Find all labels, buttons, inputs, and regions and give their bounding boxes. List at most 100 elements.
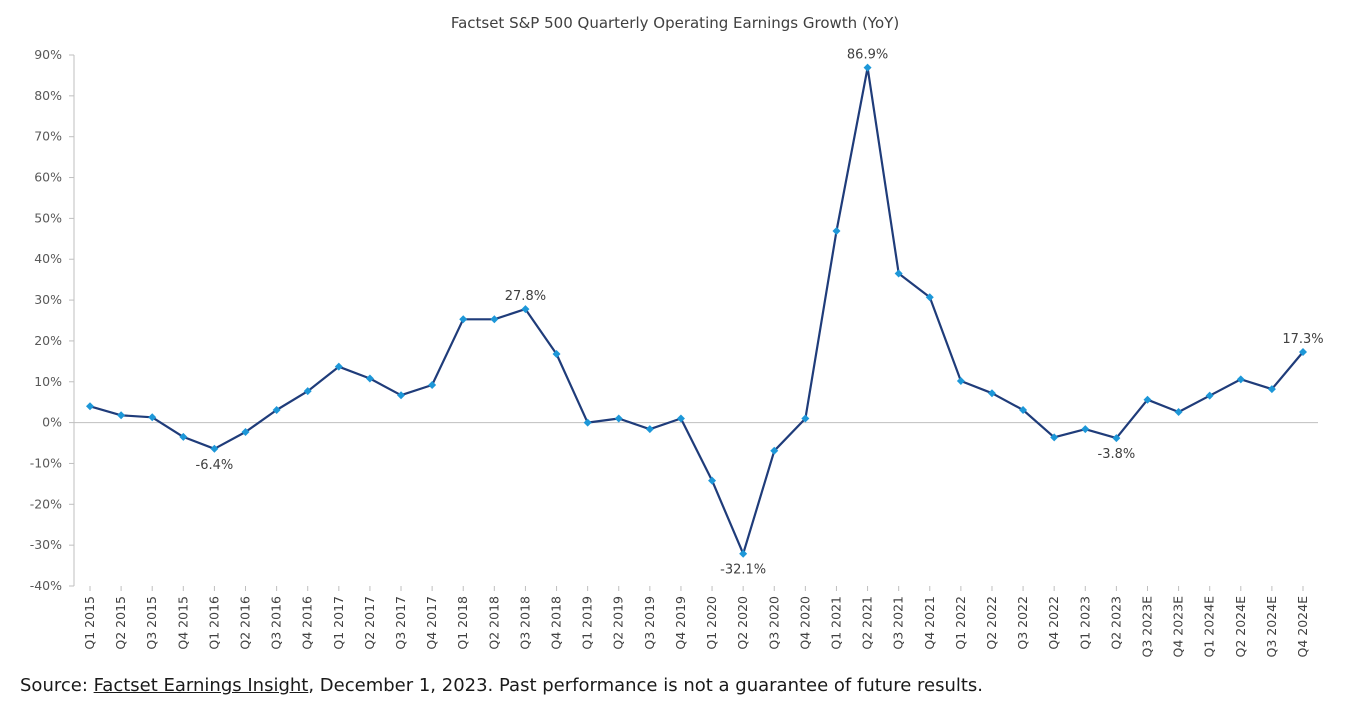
source-suffix: , December 1, 2023. Past performance is … — [308, 675, 984, 696]
data-point — [148, 413, 157, 422]
data-point — [1174, 407, 1183, 416]
data-point — [770, 446, 779, 455]
x-tick-label: Q2 2024E — [1233, 596, 1248, 658]
data-point — [117, 411, 126, 420]
data-point — [428, 381, 437, 390]
x-tick-label: Q4 2024E — [1295, 596, 1310, 658]
data-label: -6.4% — [196, 458, 234, 473]
source-prefix: Source: — [20, 675, 94, 696]
x-tick-label: Q4 2018 — [549, 596, 564, 650]
source-link[interactable]: Factset Earnings Insight — [93, 675, 309, 696]
data-point — [303, 387, 312, 396]
y-tick-label: 80% — [34, 88, 62, 103]
x-tick-label: Q1 2023 — [1077, 596, 1092, 650]
x-tick-label: Q2 2015 — [113, 596, 128, 650]
data-point — [1050, 433, 1059, 442]
x-tick-label: Q3 2015 — [144, 596, 159, 650]
source-note: Source: Factset Earnings Insight, Decemb… — [20, 675, 983, 696]
x-tick-label: Q2 2017 — [362, 596, 377, 650]
y-tick-label: 40% — [34, 251, 62, 266]
x-tick-label: Q1 2018 — [455, 596, 470, 650]
data-label: -32.1% — [720, 563, 766, 578]
data-point — [272, 405, 281, 414]
x-tick-label: Q3 2017 — [393, 596, 408, 650]
data-point — [987, 389, 996, 398]
x-tick-label: Q2 2022 — [984, 596, 999, 650]
data-point — [521, 305, 530, 314]
x-tick-label: Q1 2019 — [580, 596, 595, 650]
data-point — [801, 414, 810, 423]
y-tick-label: -30% — [30, 537, 62, 552]
x-tick-label: Q1 2024E — [1202, 596, 1217, 658]
data-point — [676, 414, 685, 423]
x-tick-label: Q4 2022 — [1046, 596, 1061, 650]
y-tick-label: 20% — [34, 333, 62, 348]
data-point — [925, 293, 934, 302]
data-point — [739, 549, 748, 558]
x-tick-label: Q2 2020 — [735, 596, 750, 650]
x-tick-label: Q1 2020 — [704, 596, 719, 650]
x-tick-label: Q1 2022 — [953, 596, 968, 650]
x-tick-label: Q1 2015 — [82, 596, 97, 650]
x-axis: Q1 2015 Q2 2015 Q3 2015 Q4 2015 Q1 2016 Q2 20… — [74, 422, 1318, 658]
data-point — [1205, 391, 1214, 400]
x-tick-label: Q3 2021 — [891, 596, 906, 650]
x-tick-label: Q2 2021 — [860, 596, 875, 650]
data-label: 17.3% — [1282, 332, 1323, 347]
y-tick-label: -40% — [30, 578, 62, 593]
x-tick-label: Q4 2021 — [922, 596, 937, 650]
x-tick-label: Q1 2016 — [206, 596, 221, 650]
y-tick-label: 10% — [34, 374, 62, 389]
data-label: 86.9% — [847, 48, 888, 63]
x-tick-label: Q4 2016 — [300, 596, 315, 650]
y-tick-label: 30% — [34, 292, 62, 307]
data-point — [832, 227, 841, 236]
data-point — [397, 391, 406, 400]
data-point — [956, 376, 965, 385]
data-label: 27.8% — [505, 289, 546, 304]
x-tick-label: Q2 2019 — [611, 596, 626, 650]
data-point — [583, 418, 592, 427]
data-point — [645, 425, 654, 434]
x-tick-label: Q3 2018 — [517, 596, 532, 650]
data-point — [365, 374, 374, 383]
x-tick-label: Q1 2017 — [331, 596, 346, 650]
x-tick-label: Q4 2015 — [175, 596, 190, 650]
x-tick-label: Q3 2022 — [1015, 596, 1030, 650]
y-tick-label: 50% — [34, 210, 62, 225]
x-tick-label: Q2 2023 — [1108, 596, 1123, 650]
x-tick-label: Q3 2016 — [269, 596, 284, 650]
data-point — [490, 315, 499, 324]
data-point — [334, 362, 343, 371]
y-tick-label: -20% — [30, 496, 62, 511]
x-tick-label: Q3 2024E — [1264, 596, 1279, 658]
x-tick-label: Q3 2023E — [1139, 596, 1154, 658]
data-point — [179, 432, 188, 441]
data-point — [210, 444, 219, 453]
x-tick-label: Q3 2020 — [766, 596, 781, 650]
chart-title: Factset S&P 500 Quarterly Operating Earn… — [451, 14, 899, 32]
series-line — [89, 66, 1304, 555]
data-point — [1081, 425, 1090, 434]
data-point — [1143, 395, 1152, 404]
data-point — [894, 269, 903, 278]
data-point — [1299, 347, 1307, 356]
data-point — [1019, 405, 1028, 414]
data-point — [86, 402, 94, 411]
data-point — [552, 349, 561, 358]
y-tick-label: -10% — [30, 455, 62, 470]
x-tick-label: Q2 2018 — [486, 596, 501, 650]
data-point — [614, 414, 623, 423]
x-tick-label: Q4 2019 — [673, 596, 688, 650]
data-point — [459, 315, 468, 324]
y-tick-label: 90% — [34, 47, 62, 62]
y-tick-label: 70% — [34, 129, 62, 144]
data-point — [1112, 434, 1121, 443]
data-point — [708, 476, 717, 485]
data-point — [1267, 385, 1276, 394]
x-tick-label: Q3 2019 — [642, 596, 657, 650]
plot-area: -6.4% 27.8% -32.1% 86.9% -3.8% 17.3% — [86, 48, 1324, 578]
y-tick-label: 60% — [34, 170, 62, 185]
x-tick-label: Q4 2017 — [424, 596, 439, 650]
x-tick-label: Q4 2023E — [1171, 596, 1186, 658]
